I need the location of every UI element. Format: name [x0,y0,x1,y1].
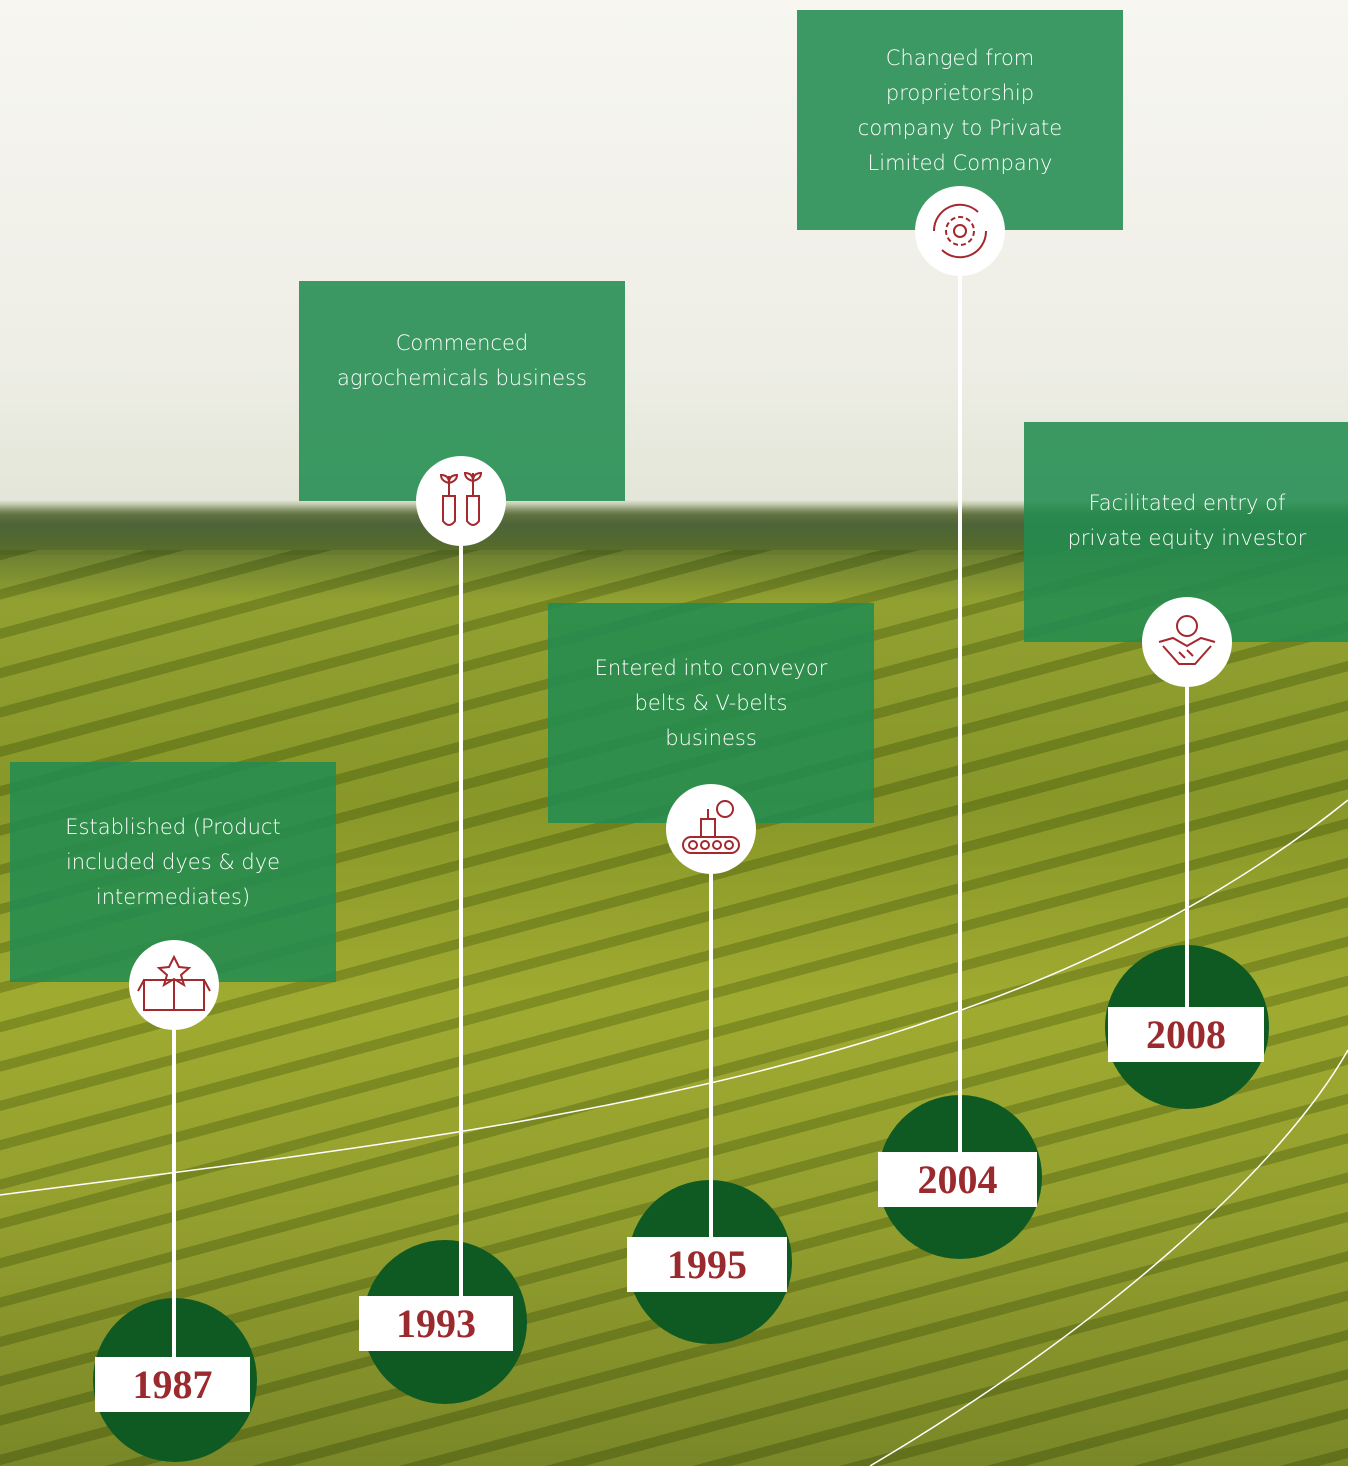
milestone-year: 2004 [878,1152,1037,1207]
milestone-year: 1987 [95,1357,250,1412]
milestone-year: 1993 [359,1296,513,1351]
icon-circle [666,784,756,874]
timeline: Established (Product included dyes & dye… [0,0,1348,1466]
icon-circle [416,456,506,546]
milestone-year: 1995 [627,1237,787,1292]
milestone-year: 2008 [1108,1007,1264,1062]
icon-circle [1142,597,1232,687]
icon-circle [915,186,1005,276]
